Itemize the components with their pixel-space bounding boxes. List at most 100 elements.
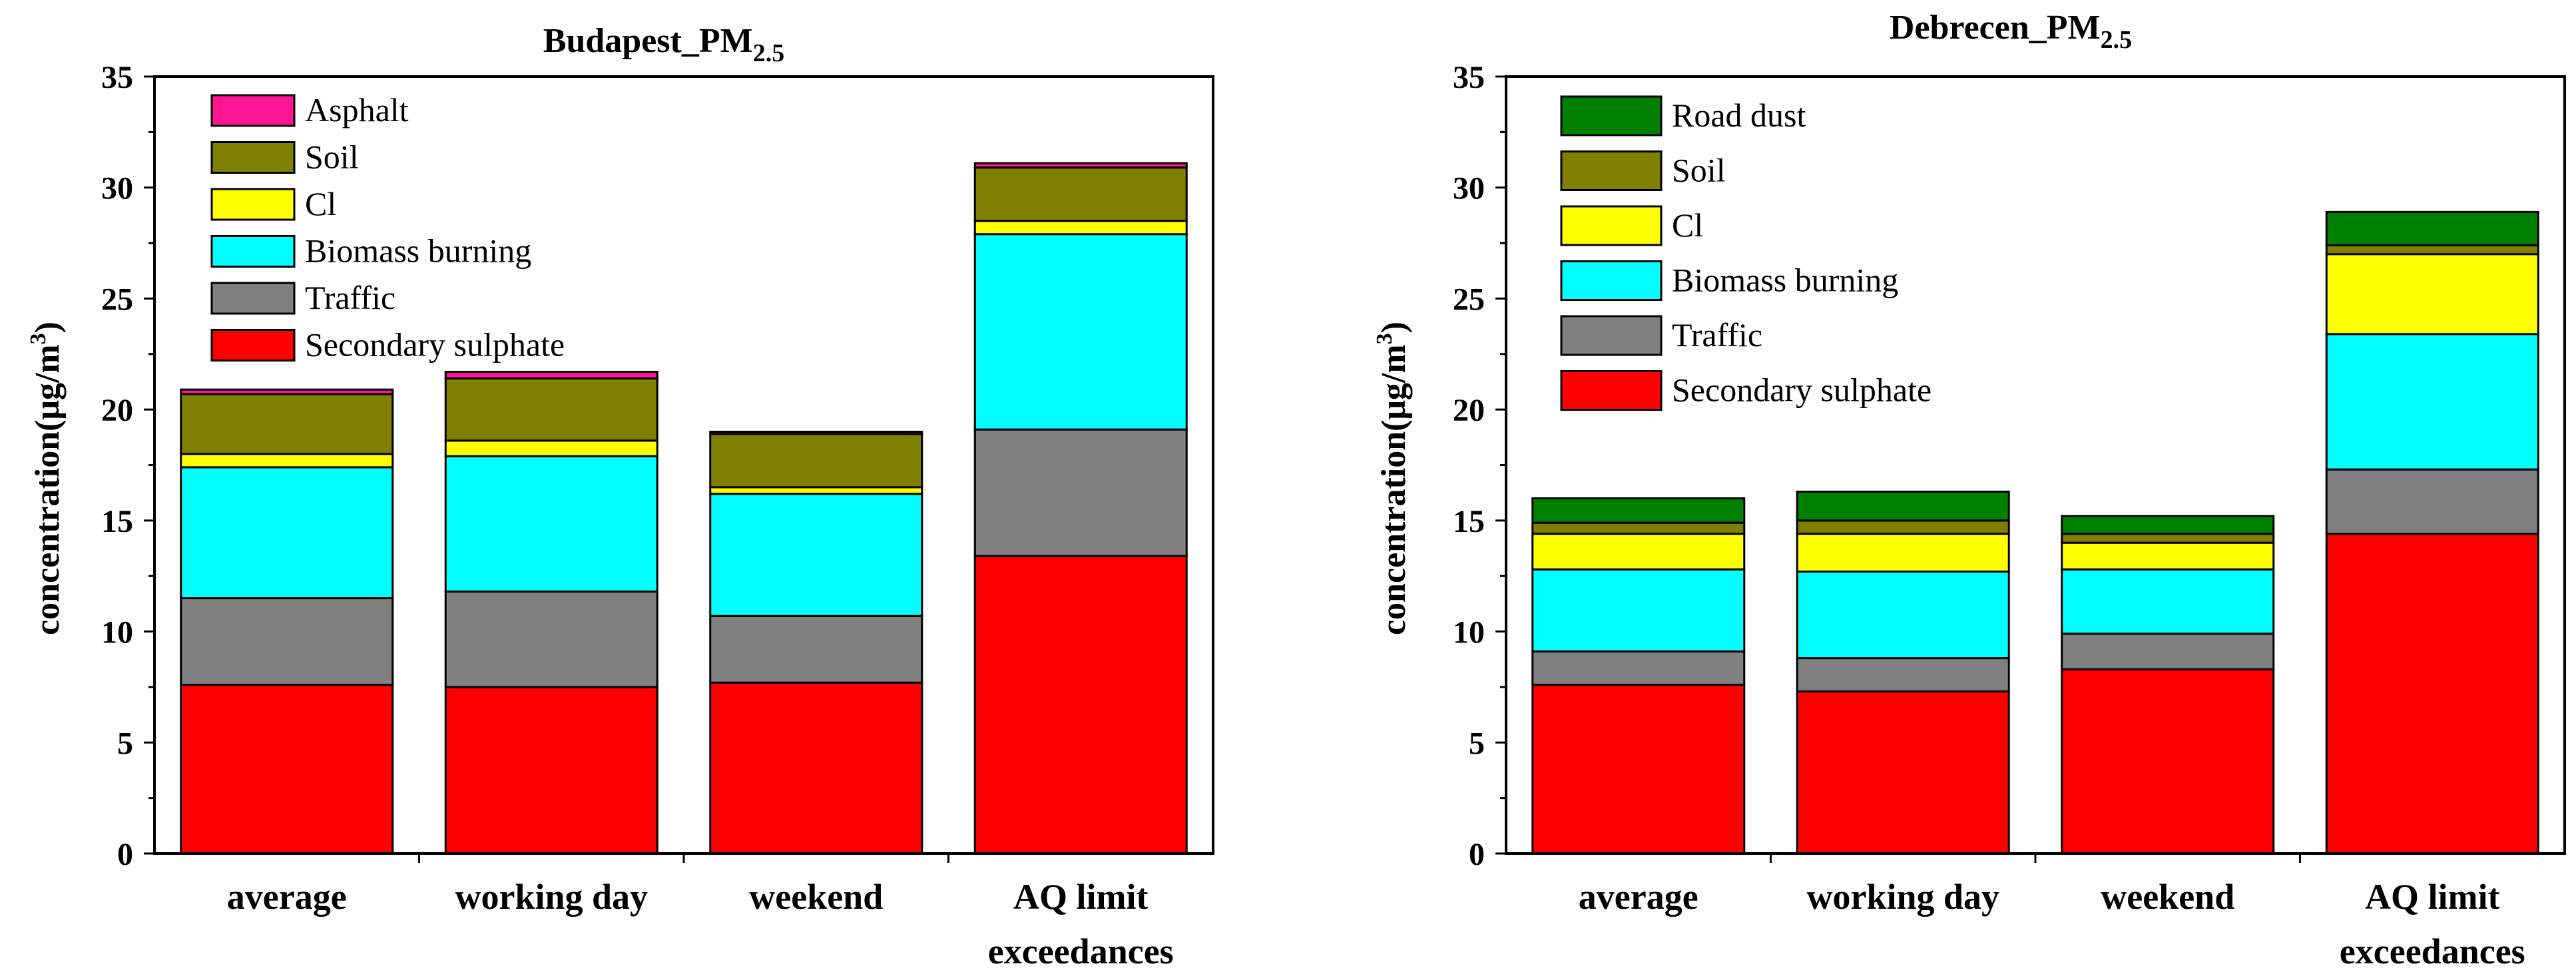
- bar-secondary-sulphate-average: [180, 684, 394, 855]
- legend-swatch-biomass-burning: [210, 235, 296, 268]
- legend-label-traffic: Traffic: [305, 279, 395, 316]
- y-axis-label-close: ): [1375, 322, 1413, 333]
- y-tick-label: 5: [117, 726, 133, 761]
- y-axis-label-main: concentration(μg/m: [1375, 344, 1413, 635]
- y-tick-label: 30: [1453, 171, 1485, 206]
- bar-road-dust-aq-limit-exceedances: [2325, 210, 2539, 246]
- bar-biomass-burning-weekend: [709, 493, 923, 617]
- bar-road-dust-working-day: [1796, 491, 2010, 522]
- legend-label-road-dust: Road dust: [1672, 97, 1806, 134]
- y-tick-label: 30: [101, 171, 133, 206]
- legend-swatch-secondary-sulphate: [1560, 370, 1663, 411]
- bar-traffic-working-day: [1796, 657, 2010, 693]
- bar-cl-average: [180, 453, 394, 469]
- bar-secondary-sulphate-weekend: [709, 681, 923, 855]
- y-axis-label: concentration(μg/m3): [26, 322, 67, 635]
- y-tick-label: 35: [1453, 60, 1485, 95]
- y-axis-label-close: ): [29, 322, 67, 333]
- legend-label-cl: Cl: [1672, 206, 1703, 244]
- y-tick-label: 15: [101, 504, 133, 539]
- bar-biomass-burning-weekend: [2061, 568, 2275, 635]
- legend-swatch-cl: [210, 188, 296, 221]
- y-tick-label: 5: [1469, 726, 1485, 761]
- bar-cl-working-day: [1796, 533, 2010, 573]
- legend-label-cl: Cl: [305, 185, 336, 222]
- legend-swatch-traffic: [210, 282, 296, 315]
- legend-label-soil: Soil: [1672, 152, 1726, 189]
- y-tick-label: 20: [1453, 393, 1485, 428]
- legend-label-soil: Soil: [305, 138, 359, 176]
- chart-title-main: Debrecen_PM: [1890, 9, 2101, 47]
- y-axis-label: concentration(μg/m3): [1372, 322, 1413, 635]
- legend-label-biomass-burning: Biomass burning: [305, 232, 531, 270]
- bar-road-dust-weekend: [2061, 515, 2275, 535]
- bar-asphalt-aq-limit-exceedances: [973, 162, 1188, 169]
- y-axis-label-superscript: 3: [26, 333, 51, 344]
- legend-swatch-soil: [1560, 150, 1663, 191]
- x-tick-label: exceedances: [2340, 931, 2525, 971]
- legend-label-asphalt: Asphalt: [305, 91, 409, 128]
- y-tick-label: 35: [101, 60, 133, 95]
- bar-soil-working-day: [1796, 519, 2010, 535]
- legend-swatch-traffic: [1560, 315, 1663, 356]
- bar-traffic-aq-limit-exceedances: [973, 428, 1188, 557]
- y-tick-label: 20: [101, 393, 133, 428]
- bar-traffic-weekend: [709, 614, 923, 684]
- bar-cl-aq-limit-exceedances: [973, 220, 1188, 236]
- bar-cl-weekend: [2061, 541, 2275, 571]
- bar-soil-aq-limit-exceedances: [2325, 244, 2539, 256]
- y-tick-label: 25: [101, 282, 133, 317]
- bar-traffic-aq-limit-exceedances: [2325, 468, 2539, 535]
- bar-asphalt-working-day: [444, 370, 658, 379]
- chart-title-subscript: 2.5: [753, 39, 785, 67]
- bar-secondary-sulphate-weekend: [2061, 668, 2275, 855]
- bar-soil-weekend: [709, 433, 923, 489]
- x-tick-label: working day: [455, 877, 648, 917]
- chart-title-subscript: 2.5: [2101, 26, 2133, 54]
- x-tick-label: exceedances: [988, 931, 1174, 971]
- bar-soil-working-day: [444, 377, 658, 442]
- bar-secondary-sulphate-working-day: [1796, 690, 2010, 855]
- bar-biomass-burning-aq-limit-exceedances: [2325, 333, 2539, 471]
- bar-cl-average: [1531, 533, 1746, 571]
- legend-swatch-cl: [1560, 205, 1663, 246]
- chart-title: Debrecen_PM2.5: [1890, 9, 2132, 54]
- bar-soil-weekend: [2061, 533, 2275, 544]
- legend-swatch-biomass-burning: [1560, 260, 1663, 301]
- bar-secondary-sulphate-average: [1531, 684, 1746, 855]
- x-tick-label: AQ limit: [1013, 877, 1148, 917]
- bar-asphalt-weekend: [709, 430, 923, 435]
- bar-road-dust-average: [1531, 497, 1746, 524]
- x-tick-label: weekend: [749, 877, 883, 917]
- bar-soil-aq-limit-exceedances: [973, 166, 1188, 222]
- bar-traffic-working-day: [444, 591, 658, 688]
- legend-label-secondary-sulphate: Secondary sulphate: [1672, 371, 1932, 409]
- chart-title: Budapest_PM2.5: [543, 22, 784, 67]
- y-tick-label: 15: [1453, 504, 1485, 539]
- y-axis-label-main: concentration(μg/m: [29, 344, 67, 635]
- y-tick-label: 0: [117, 837, 133, 872]
- legend-swatch-soil: [210, 141, 296, 174]
- x-tick-label: weekend: [2101, 877, 2234, 917]
- legend-swatch-secondary-sulphate: [210, 329, 296, 362]
- bar-secondary-sulphate-working-day: [444, 686, 658, 855]
- legend-swatch-road-dust: [1560, 95, 1663, 136]
- bar-soil-average: [180, 393, 394, 455]
- bar-traffic-weekend: [2061, 632, 2275, 670]
- y-axis-label-superscript: 3: [1372, 333, 1397, 344]
- bar-biomass-burning-average: [1531, 568, 1746, 653]
- bar-secondary-sulphate-aq-limit-exceedances: [2325, 533, 2539, 855]
- bar-traffic-average: [1531, 650, 1746, 686]
- x-tick-label: average: [1579, 877, 1698, 917]
- bar-cl-working-day: [444, 439, 658, 457]
- y-tick-label: 10: [101, 615, 133, 650]
- bar-cl-weekend: [709, 486, 923, 495]
- bar-asphalt-average: [180, 388, 394, 395]
- legend-label-biomass-burning: Biomass burning: [1672, 262, 1898, 299]
- x-tick-label: working day: [1806, 877, 1999, 917]
- legend-label-secondary-sulphate: Secondary sulphate: [305, 326, 565, 364]
- bar-secondary-sulphate-aq-limit-exceedances: [973, 555, 1188, 855]
- bar-traffic-average: [180, 597, 394, 686]
